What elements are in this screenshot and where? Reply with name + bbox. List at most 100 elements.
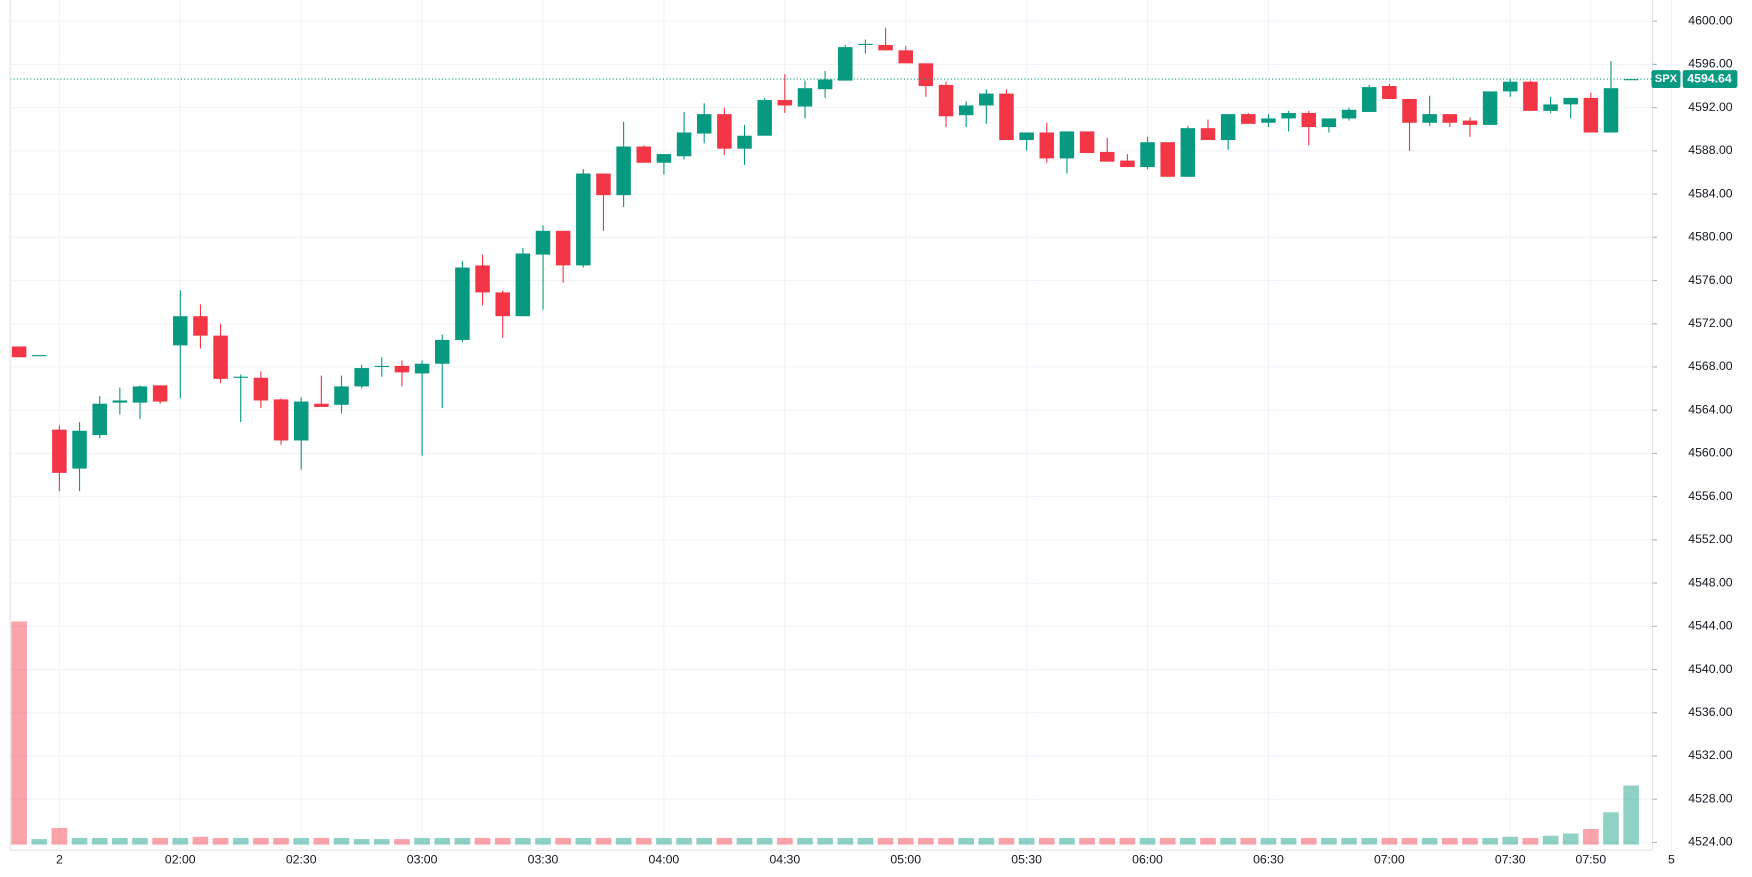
candle-body xyxy=(314,403,329,407)
candle-body xyxy=(1079,131,1095,154)
candle-body xyxy=(1220,114,1236,141)
y-tick-label: 4584.00 xyxy=(1688,186,1733,200)
candle-body xyxy=(72,430,87,469)
candle-body xyxy=(31,355,47,357)
candle-body xyxy=(334,386,349,405)
candle-body xyxy=(858,43,873,45)
volume-bar xyxy=(1341,837,1357,845)
y-tick-label: 4548.00 xyxy=(1688,575,1733,589)
symbol-badge xyxy=(1651,70,1681,89)
volume-bar xyxy=(273,837,289,845)
candle-body xyxy=(1543,104,1558,111)
candle-body xyxy=(1301,113,1316,128)
candle-body xyxy=(435,339,450,364)
volume-bar xyxy=(1220,837,1236,845)
candle-body xyxy=(213,335,228,379)
candle-body xyxy=(777,100,793,106)
candle-body xyxy=(576,173,591,266)
candle-body xyxy=(515,253,531,317)
volume-bar xyxy=(857,837,874,845)
y-tick-label: 4600.00 xyxy=(1688,13,1733,27)
candle-body xyxy=(878,44,893,51)
volume-bar xyxy=(656,837,672,845)
candle-body xyxy=(173,316,188,346)
volume-bar xyxy=(112,837,128,845)
last-price-label: 4594.64 xyxy=(1687,71,1732,85)
candle-body xyxy=(616,146,631,196)
volume-bar xyxy=(635,837,652,845)
candle-body xyxy=(132,386,148,403)
candle-body xyxy=(1422,114,1437,123)
volume-bar xyxy=(797,837,813,845)
volume-bar xyxy=(615,837,632,845)
candle-body xyxy=(1462,120,1478,125)
candle-body xyxy=(1583,97,1599,133)
candle-body xyxy=(1321,118,1337,128)
candle-body xyxy=(1019,132,1034,141)
price-badge xyxy=(1682,70,1738,89)
x-tick-label: 07:00 xyxy=(1374,852,1405,866)
volume-bar xyxy=(837,837,854,845)
volume-bar xyxy=(696,837,713,845)
volume-bar xyxy=(1240,837,1257,845)
candle-layer xyxy=(10,27,1653,492)
volume-bar xyxy=(11,621,27,845)
volume-bar xyxy=(253,837,269,845)
candle-body xyxy=(1502,81,1518,92)
volume-bar xyxy=(474,837,491,845)
candle-body xyxy=(1261,118,1276,123)
volume-bar xyxy=(515,837,531,845)
volume-bar xyxy=(1139,837,1156,845)
candle-body xyxy=(979,93,994,106)
x-tick-label: 02:00 xyxy=(165,852,196,866)
volume-bar xyxy=(1079,837,1095,845)
volume-bar xyxy=(938,837,954,845)
candle-body xyxy=(92,403,107,436)
x-tick-label: 04:30 xyxy=(769,852,800,866)
candle-body xyxy=(1200,128,1216,141)
candle-body xyxy=(354,368,369,387)
x-tick-label: 02:30 xyxy=(286,852,317,866)
candle-body xyxy=(193,316,208,336)
candle-body xyxy=(1341,109,1357,119)
volume-bar xyxy=(1623,785,1639,845)
y-tick-label: 4580.00 xyxy=(1688,230,1733,244)
volume-bar xyxy=(1099,837,1116,845)
volume-bar xyxy=(91,837,108,845)
y-tick-label: 4532.00 xyxy=(1688,748,1733,762)
candle-body xyxy=(1099,151,1115,162)
volume-bar xyxy=(192,836,209,845)
y-tick-label: 4560.00 xyxy=(1688,446,1733,460)
volume-bar xyxy=(1180,837,1196,845)
volume-bar xyxy=(555,837,571,845)
y-tick-label: 4544.00 xyxy=(1688,619,1733,633)
x-tick-label: 03:00 xyxy=(407,852,438,866)
x-tick-label: 2 xyxy=(56,852,63,866)
candle-body xyxy=(636,146,652,163)
x-tick-label: 05:30 xyxy=(1011,852,1042,866)
candle-body xyxy=(938,84,954,117)
volume-bar xyxy=(918,837,934,845)
volume-bar xyxy=(877,837,894,845)
volume-bar xyxy=(736,837,753,845)
candle-body xyxy=(1523,81,1538,111)
candle-body xyxy=(737,135,752,149)
candle-body xyxy=(52,429,67,473)
volume-bar xyxy=(575,837,592,845)
volume-bar xyxy=(1280,837,1297,845)
candle-body xyxy=(273,399,289,441)
volume-bar xyxy=(1542,835,1559,845)
volume-bar xyxy=(676,837,692,845)
volume-bar xyxy=(212,837,229,845)
candle-body xyxy=(535,230,551,255)
volume-bar xyxy=(232,837,249,845)
volume-bar xyxy=(756,837,773,845)
candle-body xyxy=(898,50,913,64)
symbol-label: SPX xyxy=(1655,73,1678,85)
candle-body xyxy=(1180,128,1196,177)
volume-bar xyxy=(1482,837,1498,845)
candle-body xyxy=(1120,160,1135,168)
candle-body xyxy=(475,265,490,293)
